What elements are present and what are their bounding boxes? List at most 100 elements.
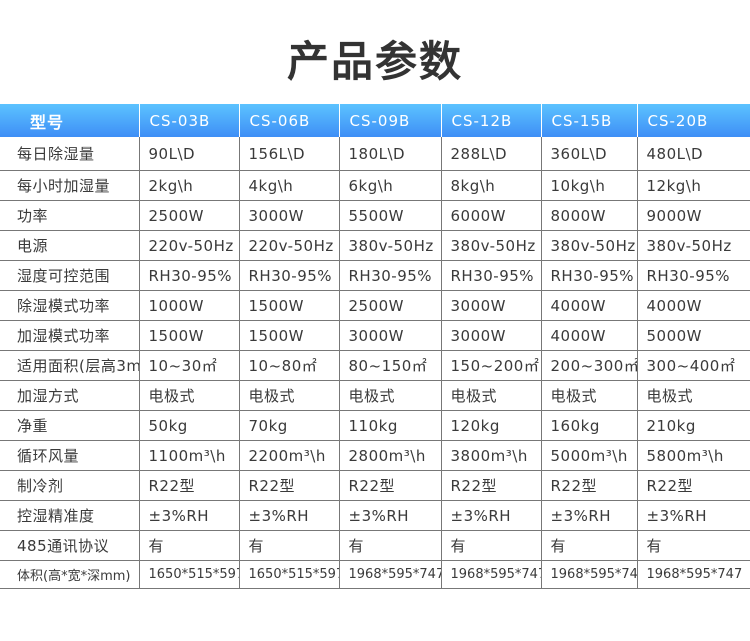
spec-value: 10~80㎡ [238, 350, 339, 381]
table-row: 循环风量 1100m³\h 2200m³\h 2800m³\h 3800m³\h 5000… [0, 440, 750, 471]
spec-value: 电极式 [540, 380, 637, 411]
spec-value: 2kg\h [138, 170, 239, 201]
spec-value: 160kg [540, 410, 637, 441]
spec-value: 1650*515*597 [238, 560, 339, 589]
spec-value: 3000W [338, 320, 441, 351]
table-row: 每日除湿量 90L\D 156L\D 180L\D 288L\D 360L\D 480L\D [0, 137, 750, 171]
spec-value: R22型 [540, 470, 637, 501]
spec-label: 制冷剂 [0, 470, 139, 501]
spec-value: 2500W [138, 200, 239, 231]
spec-value: ±3%RH [540, 500, 637, 531]
spec-value: 480L\D [636, 137, 750, 171]
spec-value: 380v-50Hz [636, 230, 750, 261]
table-row: 485通讯协议有有有有有有 [0, 530, 750, 561]
spec-value: 4kg\h [238, 170, 339, 201]
spec-label: 适用面积(层高3m) [0, 350, 139, 381]
table-row: 功率 2500W 3000W 5500W 6000W 8000W 9000W [0, 200, 750, 231]
spec-label: 电源 [0, 230, 139, 261]
spec-value: ±3%RH [338, 500, 441, 531]
spec-label: 湿度可控范围 [0, 260, 139, 291]
spec-value: ±3%RH [440, 500, 541, 531]
spec-value: 有 [636, 530, 750, 561]
header-model: CS-12B [440, 104, 541, 137]
table-row: 适用面积(层高3m) 10~30㎡ 10~80㎡ 80~150㎡ 150~200㎡ 200… [0, 350, 750, 381]
spec-label: 每日除湿量 [0, 137, 139, 171]
spec-value: 220v-50Hz [238, 230, 339, 261]
header-model: CS-09B [338, 104, 441, 137]
spec-label: 每小时加湿量 [0, 170, 139, 201]
spec-value: 10kg\h [540, 170, 637, 201]
spec-value: 4000W [636, 290, 750, 321]
spec-value: 220v-50Hz [138, 230, 239, 261]
table-row: 加湿模式功率 1500W 1500W 3000W 3000W 4000W 5000W [0, 320, 750, 351]
spec-value: 2200m³\h [238, 440, 339, 471]
table-row: 湿度可控范围 RH30-95% RH30-95% RH30-95% RH30-95% RH… [0, 260, 750, 291]
spec-value: 2800m³\h [338, 440, 441, 471]
spec-value: 电极式 [238, 380, 339, 411]
spec-value: 6kg\h [338, 170, 441, 201]
table-row: 每小时加湿量 2kg\h 4kg\h 6kg\h 8kg\h 10kg\h 12kg\h [0, 170, 750, 201]
spec-value: 电极式 [440, 380, 541, 411]
spec-value: 3000W [238, 200, 339, 231]
header-row: 型号 CS-03B CS-06B CS-09B CS-12B CS-15B CS-20B [0, 104, 750, 137]
spec-value: 有 [338, 530, 441, 561]
table-row: 体积(高*宽*深mm) 1650*515*597 1650*515*597 1968*… [0, 560, 750, 589]
spec-value: ±3%RH [238, 500, 339, 531]
spec-value: RH30-95% [540, 260, 637, 291]
spec-value: ±3%RH [636, 500, 750, 531]
spec-value: 210kg [636, 410, 750, 441]
spec-value: 9000W [636, 200, 750, 231]
spec-value: 288L\D [440, 137, 541, 171]
spec-value: 70kg [238, 410, 339, 441]
spec-value: 8000W [540, 200, 637, 231]
spec-value: 1968*595*747 [338, 560, 441, 589]
spec-value: 有 [540, 530, 637, 561]
spec-label: 净重 [0, 410, 139, 441]
spec-label: 加湿模式功率 [0, 320, 139, 351]
table-row: 除湿模式功率 1000W 1500W 2500W 3000W 4000W 4000W [0, 290, 750, 321]
spec-value: 1100m³\h [138, 440, 239, 471]
spec-value: 电极式 [138, 380, 239, 411]
spec-value: 150~200㎡ [440, 350, 541, 381]
table-row: 加湿方式 电极式 电极式 电极式 电极式 电极式 电极式 [0, 380, 750, 411]
spec-value: 380v-50Hz [540, 230, 637, 261]
spec-value: 3000W [440, 290, 541, 321]
spec-value: 90L\D [138, 137, 239, 171]
spec-label: 功率 [0, 200, 139, 231]
spec-value: ±3%RH [138, 500, 239, 531]
spec-value: 1000W [138, 290, 239, 321]
spec-value: 6000W [440, 200, 541, 231]
table-row: 净重 50kg 70kg 110kg 120kg 160kg 210kg [0, 410, 750, 441]
spec-value: 有 [238, 530, 339, 561]
spec-value: 1500W [138, 320, 239, 351]
header-model: CS-20B [636, 104, 750, 137]
spec-value: 3800m³\h [440, 440, 541, 471]
spec-label: 循环风量 [0, 440, 139, 471]
spec-value: RH30-95% [636, 260, 750, 291]
spec-value: 156L\D [238, 137, 339, 171]
spec-value: RH30-95% [138, 260, 239, 291]
spec-value: 10~30㎡ [138, 350, 239, 381]
spec-table: 型号 CS-03B CS-06B CS-09B CS-12B CS-15B CS-20B 每… [0, 104, 750, 589]
spec-value: RH30-95% [238, 260, 339, 291]
spec-label: 控湿精准度 [0, 500, 139, 531]
spec-label: 除湿模式功率 [0, 290, 139, 321]
spec-value: 3000W [440, 320, 541, 351]
table-row: 控湿精准度 ±3%RH ±3%RH ±3%RH ±3%RH ±3%RH ±3%RH [0, 500, 750, 531]
header-model: CS-06B [238, 104, 339, 137]
spec-value: 5000m³\h [540, 440, 637, 471]
spec-value: 1968*595*747 [636, 560, 750, 589]
spec-value: 有 [440, 530, 541, 561]
spec-value: 1500W [238, 290, 339, 321]
spec-value: RH30-95% [440, 260, 541, 291]
spec-value: 12kg\h [636, 170, 750, 201]
spec-value: R22型 [636, 470, 750, 501]
spec-value: R22型 [440, 470, 541, 501]
spec-value: R22型 [338, 470, 441, 501]
spec-value: 1968*595*747 [440, 560, 541, 589]
spec-value: 电极式 [338, 380, 441, 411]
spec-value: 5000W [636, 320, 750, 351]
spec-value: 2500W [338, 290, 441, 321]
spec-value: 360L\D [540, 137, 637, 171]
table-row: 电源 220v-50Hz 220v-50Hz 380v-50Hz 380v-50Hz 38… [0, 230, 750, 261]
